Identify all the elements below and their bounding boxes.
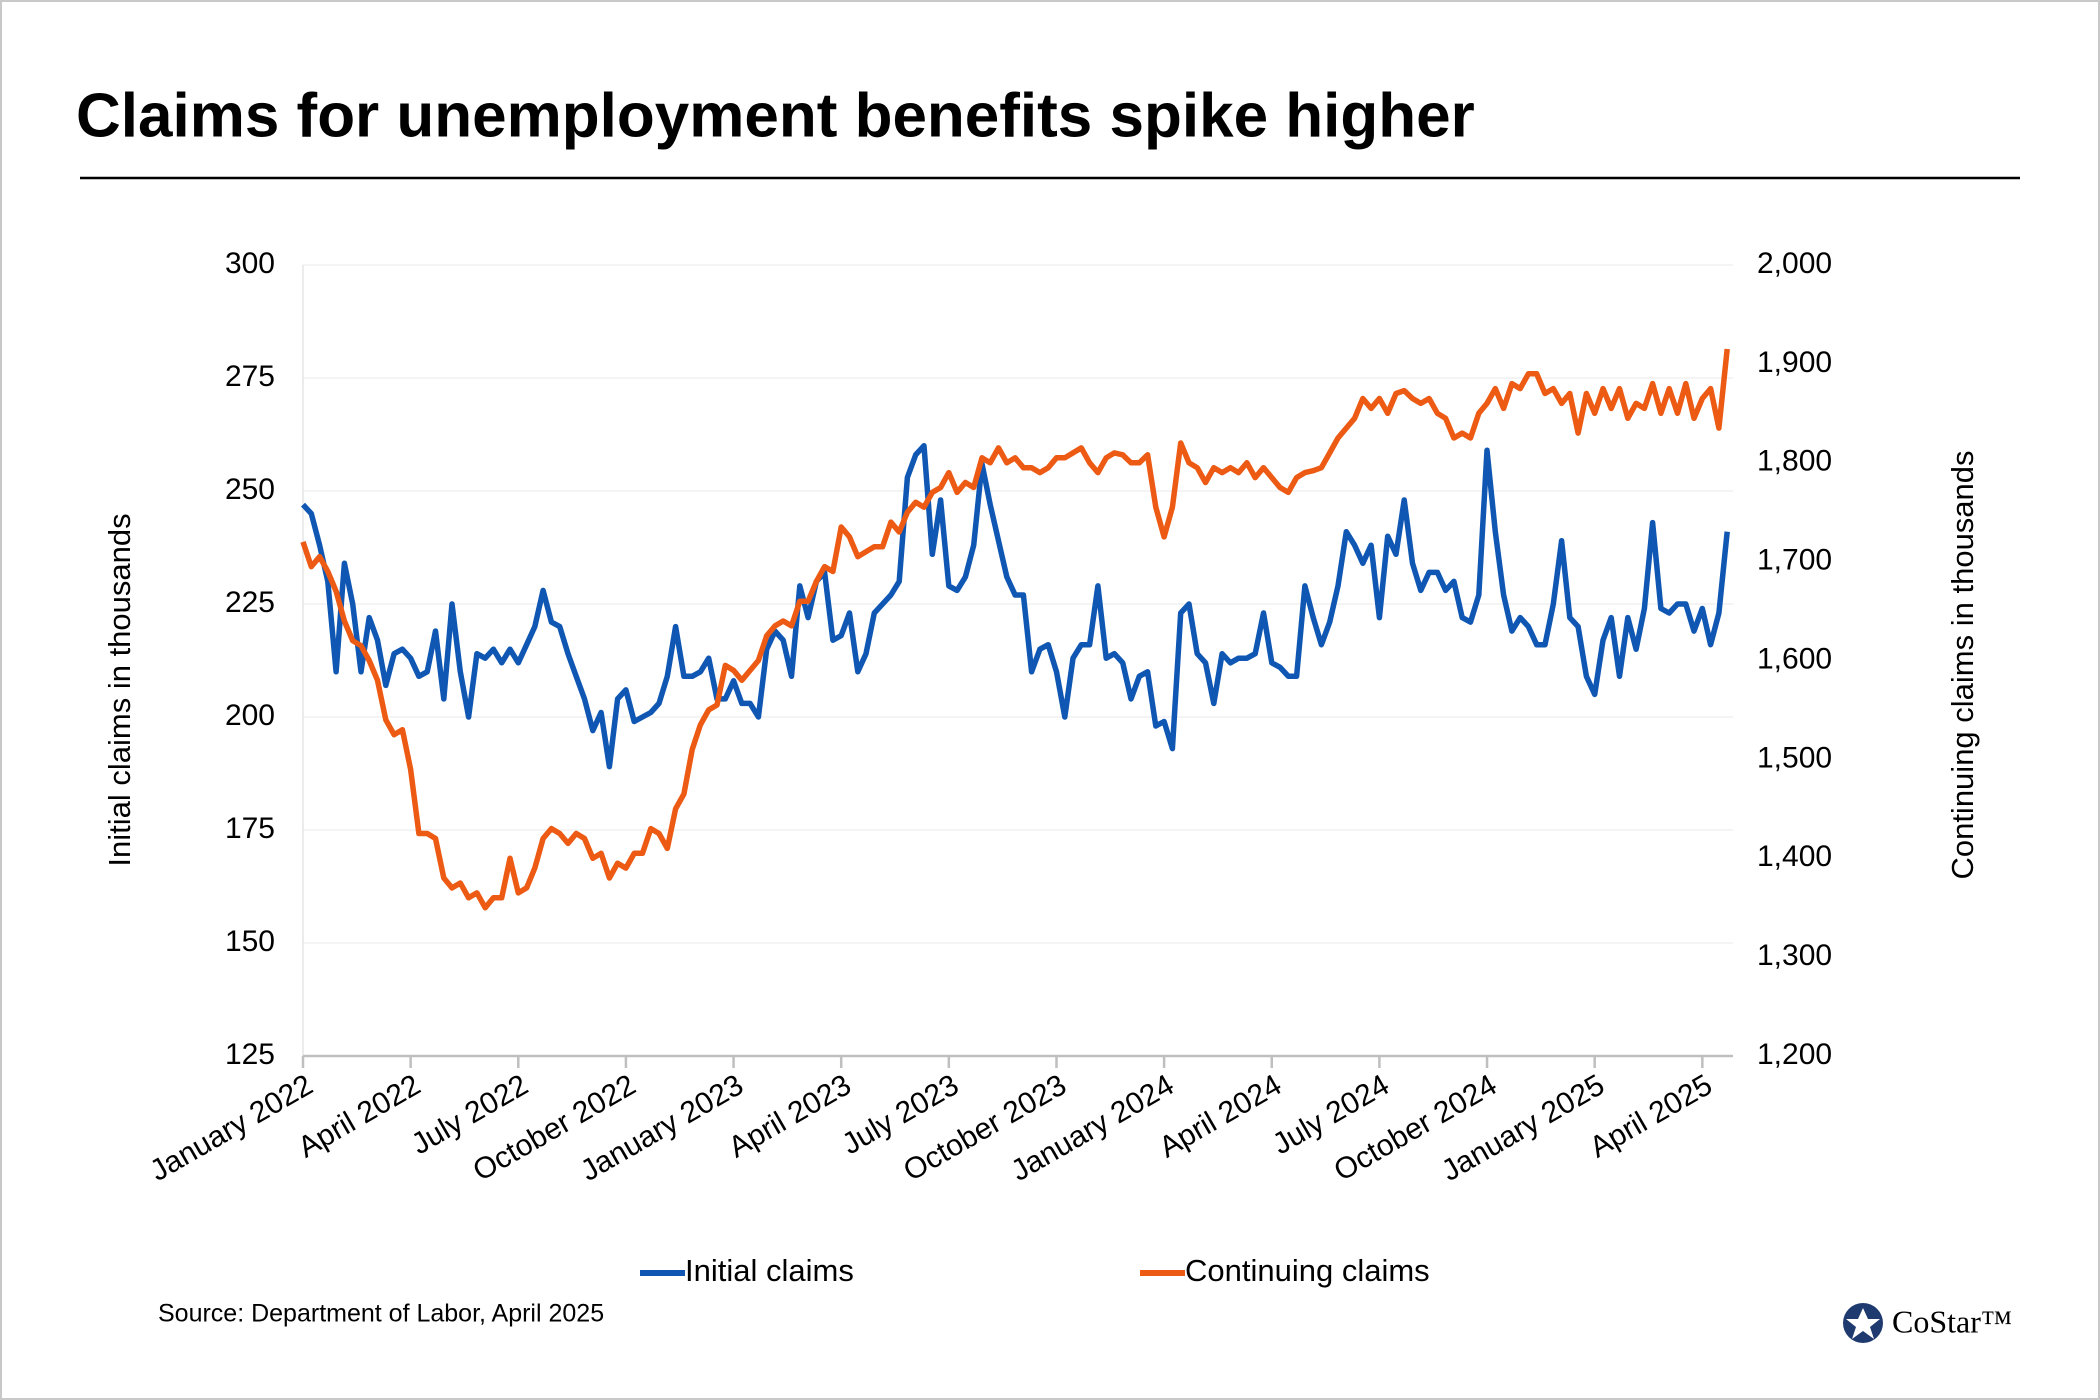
y-axis-label: Initial claims in thousands — [102, 513, 137, 866]
y2-tick-label: 1,300 — [1757, 939, 1832, 972]
series-line — [300, 443, 1730, 770]
y2-tick-label: 1,900 — [1757, 346, 1832, 379]
y2-tick-label: 2,000 — [1757, 247, 1832, 280]
y2-axis-label: Continuing claims in thousands — [1945, 450, 1980, 879]
y-tick-label: 125 — [225, 1038, 275, 1071]
y2-tick-label: 1,800 — [1757, 445, 1832, 478]
y-tick-label: 175 — [225, 812, 275, 845]
y2-tick-label: 1,400 — [1757, 840, 1832, 873]
y-tick-label: 225 — [225, 586, 275, 619]
series-line — [300, 348, 1730, 911]
y2-tick-label: 1,500 — [1757, 741, 1832, 774]
legend-label: Initial claims — [685, 1253, 854, 1288]
legend-label: Continuing claims — [1185, 1253, 1430, 1288]
chart-title: Claims for unemployment benefits spike h… — [76, 81, 1475, 150]
y2-tick-label: 1,700 — [1757, 544, 1832, 577]
y-tick-label: 150 — [225, 925, 275, 958]
logo-text: CoStar™ — [1892, 1303, 2012, 1339]
y-tick-label: 200 — [225, 699, 275, 732]
logo-icon — [1843, 1303, 1883, 1343]
y-tick-label: 300 — [225, 247, 275, 280]
y-tick-label: 250 — [225, 473, 275, 506]
y2-tick-label: 1,200 — [1757, 1038, 1832, 1071]
source-note: Source: Department of Labor, April 2025 — [158, 1300, 604, 1328]
y2-tick-label: 1,600 — [1757, 642, 1832, 675]
y-tick-label: 275 — [225, 360, 275, 393]
